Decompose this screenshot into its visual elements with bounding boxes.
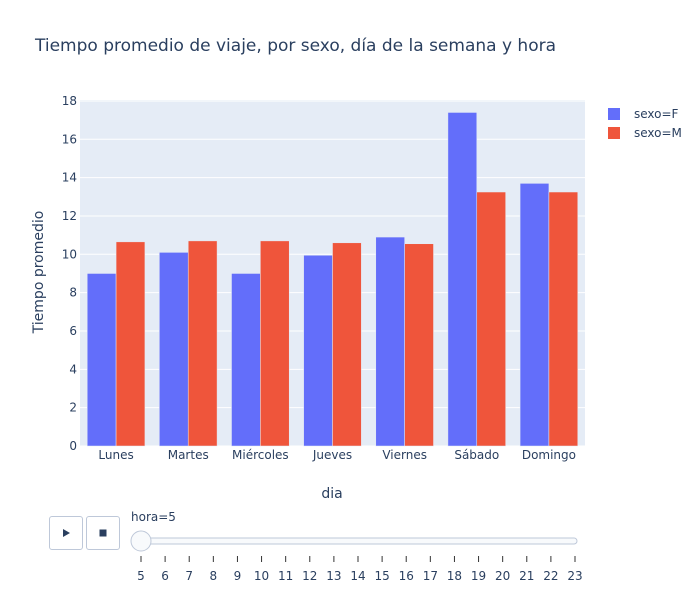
bar-sexo-F-Martes: [159, 252, 189, 447]
bar-sexo-M-Miércoles: [260, 240, 290, 447]
slider-handle[interactable]: [130, 530, 152, 552]
slider-tick-label: 12: [302, 569, 317, 583]
x-tick-label: Miércoles: [232, 448, 289, 462]
y-tick-label: 6: [69, 324, 77, 338]
slider-track[interactable]: [136, 537, 578, 545]
y-tick-label: 16: [62, 132, 77, 146]
slider-tick-label: 23: [567, 569, 582, 583]
bar-sexo-F-Viernes: [375, 236, 405, 447]
y-tick-label: 8: [69, 286, 77, 300]
slider-tick-label: 11: [278, 569, 293, 583]
y-tick-label: 10: [62, 247, 77, 261]
legend-label: sexo=M: [634, 126, 682, 140]
bar-sexo-M-Viernes: [404, 243, 434, 447]
y-tick-label: 4: [69, 362, 77, 376]
y-tick-label: 18: [62, 94, 77, 108]
slider-ticks: 5 6 7 8 9 10 11 12 13 14 15 16 17 18 19 20 21 22 23: [137, 556, 583, 583]
bar-sexo-F-Miércoles: [231, 273, 261, 447]
bar-sexo-F-Domingo: [519, 183, 550, 447]
slider-tick-label: 22: [543, 569, 558, 583]
slider-tick-label: 14: [350, 569, 365, 583]
stop-icon: [99, 529, 107, 537]
bar-sexo-F-Sábado: [447, 112, 478, 447]
slider-tick-label: 13: [326, 569, 341, 583]
legend-swatch: [608, 108, 620, 120]
slider-tick-label: 20: [495, 569, 510, 583]
y-tick-label: 12: [62, 209, 77, 223]
bar-sexo-M-Sábado: [476, 191, 506, 447]
slider-tick-label: 6: [161, 569, 169, 583]
bar-sexo-F-Jueves: [303, 255, 333, 447]
play-button[interactable]: [49, 516, 83, 550]
slider-tick-label: 17: [423, 569, 438, 583]
y-axis-ticks: 0 2 4 6 8 10 12 14 16 18: [62, 94, 77, 453]
bars: [86, 112, 579, 447]
slider-tick-label: 18: [447, 569, 462, 583]
slider-tick-label: 9: [234, 569, 242, 583]
x-tick-label: Lunes: [98, 448, 133, 462]
legend[interactable]: sexo=F sexo=M: [608, 107, 682, 140]
y-tick-label: 14: [62, 171, 77, 185]
bar-sexo-F-Lunes: [86, 273, 117, 447]
stop-button[interactable]: [86, 516, 120, 550]
play-icon: [63, 529, 70, 537]
x-tick-label: Viernes: [382, 448, 427, 462]
chart-title: Tiempo promedio de viaje, por sexo, día …: [34, 36, 556, 56]
y-tick-label: 0: [69, 439, 77, 453]
slider-tick-label: 16: [399, 569, 414, 583]
slider-current-label: hora=5: [131, 510, 176, 524]
slider-tick-label: 8: [210, 569, 218, 583]
legend-swatch: [608, 127, 620, 139]
bar-sexo-M-Jueves: [332, 242, 362, 447]
legend-label: sexo=F: [634, 107, 679, 121]
bar-sexo-M-Domingo: [548, 191, 579, 447]
bar-sexo-M-Lunes: [115, 241, 146, 447]
slider-tick-label: 7: [185, 569, 193, 583]
slider-tick-label: 10: [254, 569, 269, 583]
x-tick-label: Sábado: [454, 448, 499, 462]
slider-tick-label: 15: [374, 569, 389, 583]
y-axis-title: Tiempo promedio: [31, 211, 47, 335]
bar-sexo-M-Martes: [187, 240, 218, 447]
x-axis-ticks: Lunes Martes Miércoles Jueves Viernes Sábado D…: [98, 448, 576, 462]
x-tick-label: Martes: [168, 448, 209, 462]
slider-tick-label: 19: [471, 569, 486, 583]
x-tick-label: Domingo: [522, 448, 576, 462]
slider-tick-label: 21: [519, 569, 534, 583]
y-tick-label: 2: [69, 401, 77, 415]
slider-tick-label: 5: [137, 569, 145, 583]
x-axis-title: dia: [321, 486, 342, 502]
x-tick-label: Jueves: [312, 448, 352, 462]
